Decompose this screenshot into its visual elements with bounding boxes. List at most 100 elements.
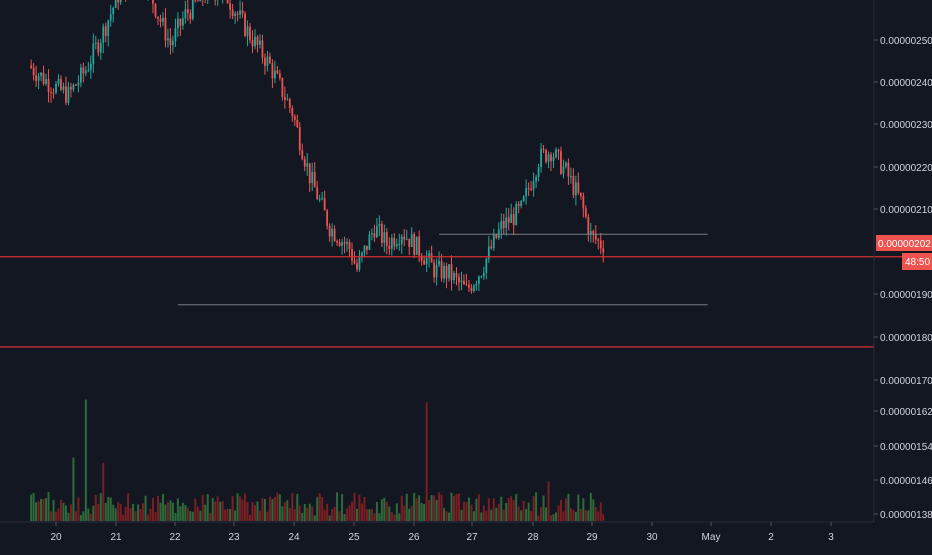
volume-bar — [157, 496, 159, 521]
volume-bar — [72, 458, 74, 521]
volume-bar — [291, 493, 293, 521]
volume-bar — [164, 504, 166, 521]
volume-bar — [388, 507, 390, 521]
volume-bar — [145, 496, 147, 521]
candle-body — [73, 85, 75, 90]
volume-bar — [498, 504, 500, 521]
candle-body — [35, 75, 37, 81]
candle-body — [573, 176, 575, 195]
volume-bar — [174, 513, 176, 521]
volume-bar — [585, 510, 587, 521]
candle-body — [60, 79, 62, 90]
volume-bar — [545, 507, 547, 521]
volume-bar — [600, 502, 602, 521]
candle-body — [306, 163, 308, 166]
time-tick-label: 2 — [768, 532, 774, 543]
volume-bar — [344, 514, 346, 521]
volume-bar — [100, 493, 102, 521]
candle-body — [441, 261, 443, 279]
volume-bar — [209, 513, 211, 521]
price-tick-label: 0.00000230 — [880, 120, 932, 131]
candle-body — [68, 87, 70, 103]
volume-bar — [207, 494, 209, 521]
price-tick-label: 0.00000190 — [880, 290, 932, 301]
candle-body — [560, 151, 562, 174]
candle-body — [513, 214, 515, 225]
candle-body — [485, 259, 487, 273]
volume-bar — [202, 495, 204, 521]
volume-bar — [393, 515, 395, 521]
volume-bar — [279, 494, 281, 521]
volume-bar — [548, 481, 550, 521]
volume-bar — [319, 493, 321, 521]
candle-body — [254, 37, 256, 47]
candle-body — [518, 204, 520, 206]
volume-bar — [455, 494, 457, 521]
volume-bar — [398, 513, 400, 521]
volume-bar — [232, 496, 234, 521]
volume-bar — [97, 504, 99, 521]
candle-body — [401, 237, 403, 244]
candle-body — [438, 261, 440, 265]
volume-bar — [543, 495, 545, 521]
volume-bar — [309, 504, 311, 521]
volume-bar — [508, 498, 510, 521]
volume-bar — [411, 506, 413, 521]
candle-body — [304, 159, 306, 166]
volume-bar — [67, 513, 69, 521]
volume-bar — [152, 498, 154, 521]
candle-body — [100, 43, 102, 53]
volume-bar — [582, 498, 584, 521]
volume-bar — [43, 499, 45, 521]
volume-bar — [35, 502, 37, 521]
volume-bar — [426, 402, 428, 521]
candle-body — [242, 11, 244, 14]
volume-bar — [483, 505, 485, 521]
candle-body — [503, 221, 505, 228]
volume-bar — [533, 496, 535, 521]
candle-body — [468, 285, 470, 288]
candle-body — [234, 14, 236, 16]
candle-body — [533, 181, 535, 189]
candle-body — [227, 0, 229, 3]
candle-body — [461, 281, 463, 283]
price-tick-label: 0.00000210 — [880, 205, 932, 216]
volume-bar — [137, 505, 139, 521]
volume-bar — [140, 509, 142, 521]
candle-body — [199, 0, 201, 1]
volume-bar — [478, 494, 480, 521]
candle-body — [316, 187, 318, 199]
candle-body — [247, 27, 249, 36]
price-tick-label: 0.00000154 — [880, 442, 932, 453]
candle-body — [55, 84, 57, 93]
candle-body — [112, 8, 114, 14]
candle-body — [508, 217, 510, 222]
candle-body — [426, 258, 428, 265]
volume-bar — [224, 509, 226, 521]
candle-body — [436, 265, 438, 278]
volume-bar — [296, 494, 298, 521]
volume-bar — [510, 496, 512, 521]
volume-bar — [316, 497, 318, 521]
candle-body — [152, 0, 154, 4]
candle-body — [276, 70, 278, 73]
candle-body — [597, 240, 599, 241]
volume-bar — [381, 499, 383, 521]
candle-body — [65, 86, 67, 102]
volume-bar — [538, 516, 540, 521]
volume-bar — [334, 507, 336, 521]
candle-body — [570, 176, 572, 177]
candle-body — [359, 257, 361, 269]
candle-body — [167, 38, 169, 40]
volume-bar — [269, 497, 271, 521]
volume-bar — [289, 508, 291, 521]
candle-body — [326, 210, 328, 226]
candle-body — [311, 172, 313, 183]
candle-body — [466, 284, 468, 285]
candle-body — [299, 127, 301, 150]
volume-bar — [465, 502, 467, 521]
time-tick-label: 24 — [288, 532, 300, 543]
volume-bar — [57, 508, 59, 521]
